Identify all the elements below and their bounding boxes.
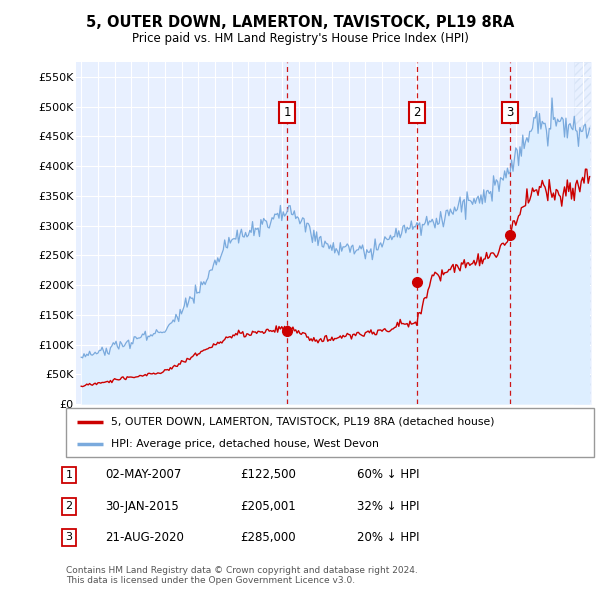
Text: 3: 3 (65, 533, 73, 542)
Text: 20% ↓ HPI: 20% ↓ HPI (357, 531, 419, 544)
Text: 1: 1 (284, 106, 291, 119)
Text: 32% ↓ HPI: 32% ↓ HPI (357, 500, 419, 513)
Text: £205,001: £205,001 (240, 500, 296, 513)
Text: Contains HM Land Registry data © Crown copyright and database right 2024.
This d: Contains HM Land Registry data © Crown c… (66, 566, 418, 585)
Text: 21-AUG-2020: 21-AUG-2020 (105, 531, 184, 544)
Text: 1: 1 (65, 470, 73, 480)
Text: 02-MAY-2007: 02-MAY-2007 (105, 468, 181, 481)
Text: 30-JAN-2015: 30-JAN-2015 (105, 500, 179, 513)
Text: 5, OUTER DOWN, LAMERTON, TAVISTOCK, PL19 8RA (detached house): 5, OUTER DOWN, LAMERTON, TAVISTOCK, PL19… (111, 417, 494, 427)
Text: 2: 2 (65, 502, 73, 511)
Text: HPI: Average price, detached house, West Devon: HPI: Average price, detached house, West… (111, 439, 379, 449)
Text: 60% ↓ HPI: 60% ↓ HPI (357, 468, 419, 481)
Text: £285,000: £285,000 (240, 531, 296, 544)
Text: £122,500: £122,500 (240, 468, 296, 481)
Text: 3: 3 (506, 106, 514, 119)
Text: 2: 2 (413, 106, 421, 119)
Text: Price paid vs. HM Land Registry's House Price Index (HPI): Price paid vs. HM Land Registry's House … (131, 32, 469, 45)
Text: 5, OUTER DOWN, LAMERTON, TAVISTOCK, PL19 8RA: 5, OUTER DOWN, LAMERTON, TAVISTOCK, PL19… (86, 15, 514, 30)
